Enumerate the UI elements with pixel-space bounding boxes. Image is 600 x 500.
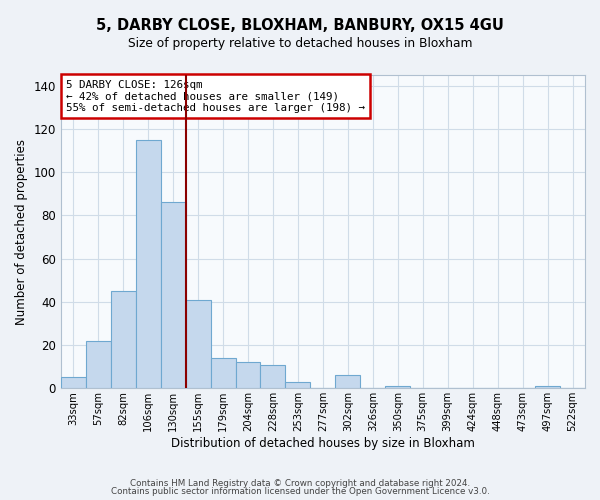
Bar	[286, 382, 310, 388]
Bar	[185, 300, 211, 388]
Bar	[385, 386, 410, 388]
Bar	[335, 376, 361, 388]
Bar	[535, 386, 560, 388]
Text: Contains public sector information licensed under the Open Government Licence v3: Contains public sector information licen…	[110, 487, 490, 496]
Bar	[236, 362, 260, 388]
Bar	[61, 378, 86, 388]
Text: 5 DARBY CLOSE: 126sqm
← 42% of detached houses are smaller (149)
55% of semi-det: 5 DARBY CLOSE: 126sqm ← 42% of detached …	[66, 80, 365, 113]
Bar	[136, 140, 161, 388]
Y-axis label: Number of detached properties: Number of detached properties	[15, 138, 28, 324]
Bar	[260, 364, 286, 388]
Bar	[86, 341, 111, 388]
Bar	[211, 358, 236, 388]
Text: Contains HM Land Registry data © Crown copyright and database right 2024.: Contains HM Land Registry data © Crown c…	[130, 478, 470, 488]
X-axis label: Distribution of detached houses by size in Bloxham: Distribution of detached houses by size …	[171, 437, 475, 450]
Bar	[161, 202, 185, 388]
Text: 5, DARBY CLOSE, BLOXHAM, BANBURY, OX15 4GU: 5, DARBY CLOSE, BLOXHAM, BANBURY, OX15 4…	[96, 18, 504, 32]
Bar	[111, 291, 136, 388]
Text: Size of property relative to detached houses in Bloxham: Size of property relative to detached ho…	[128, 38, 472, 51]
